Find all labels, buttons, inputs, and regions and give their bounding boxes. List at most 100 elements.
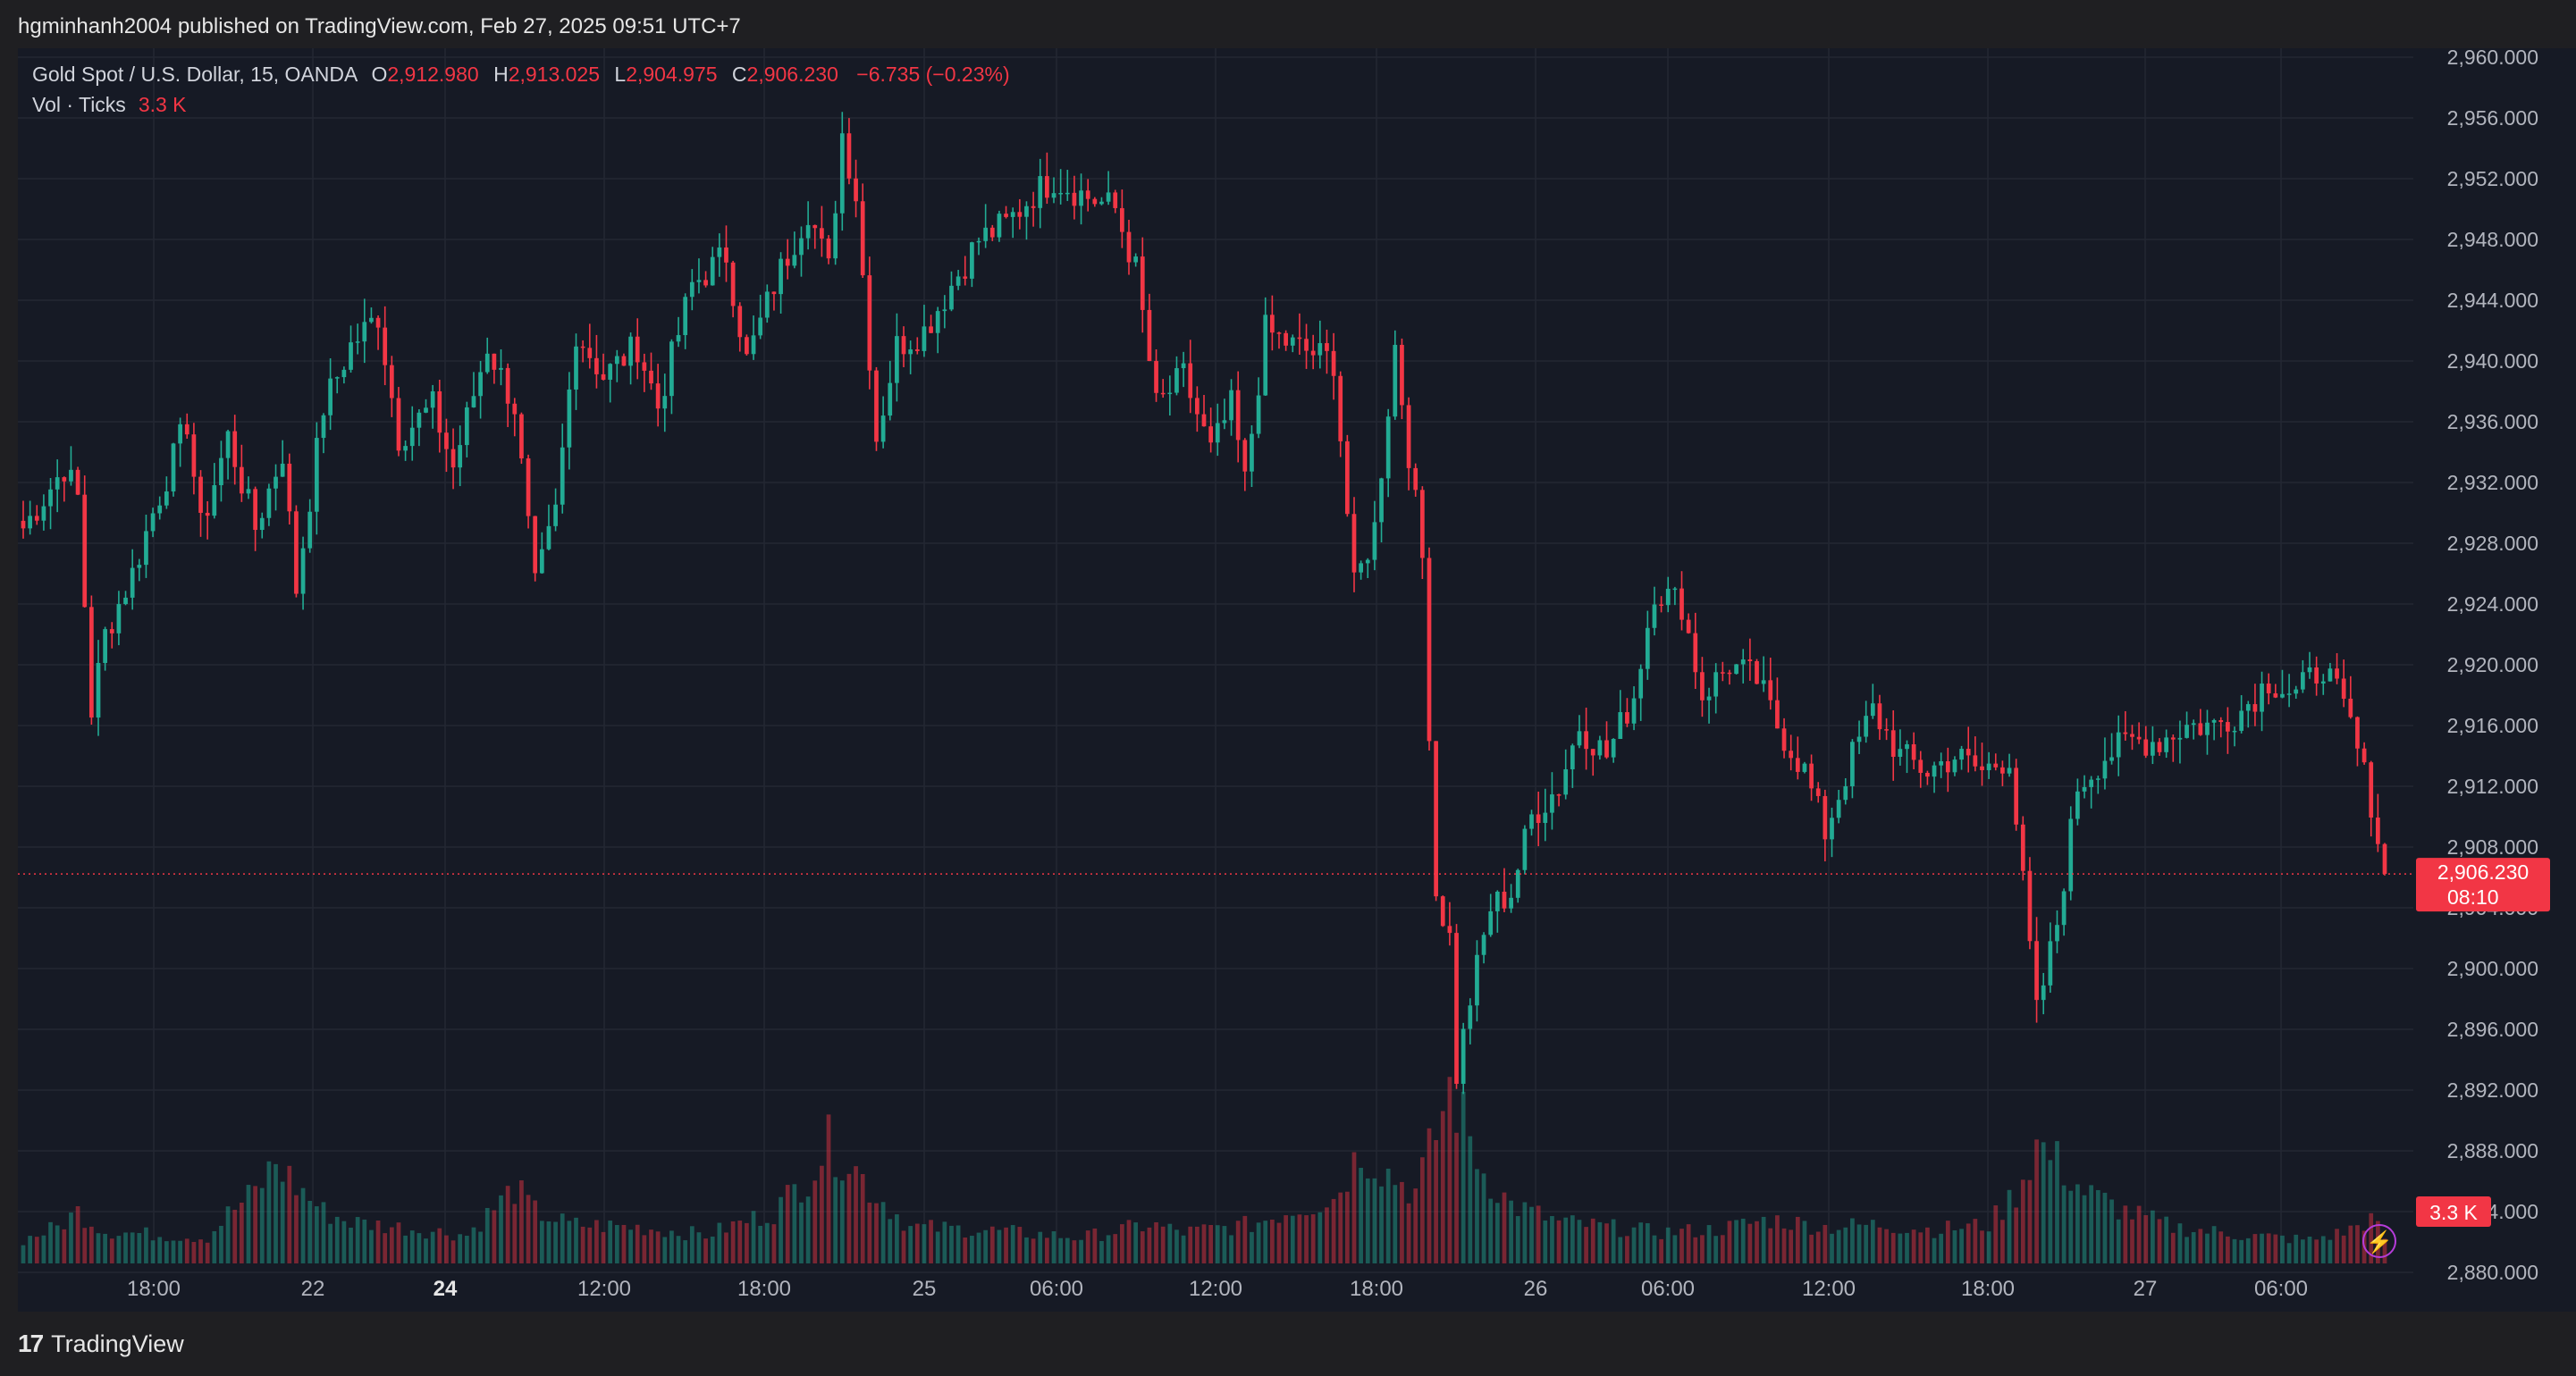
candle-body — [1870, 703, 1875, 717]
candle-body — [2143, 739, 2149, 756]
volume-bar — [1468, 1136, 1473, 1263]
volume-bar — [942, 1221, 947, 1263]
candle-body — [1413, 467, 1418, 491]
candle-body — [232, 431, 238, 467]
volume-bar — [1447, 1077, 1452, 1263]
candle-body — [464, 407, 469, 446]
price-tick-label: 2,940.000 — [2447, 349, 2538, 373]
volume-bar — [2136, 1205, 2142, 1263]
candle-body — [349, 342, 353, 370]
candle-body — [2328, 668, 2333, 682]
price-tick-label: 2,912.000 — [2447, 775, 2538, 798]
candle-body — [88, 607, 94, 718]
candle-body — [2280, 693, 2285, 698]
candle-body — [1147, 309, 1152, 362]
volume-label[interactable]: Vol · Ticks — [32, 93, 126, 116]
volume-bar — [1160, 1226, 1166, 1263]
volume-bar — [321, 1202, 326, 1263]
candle-body — [1843, 785, 1848, 801]
candle-body — [1802, 763, 1807, 772]
candle-body — [2048, 941, 2053, 986]
volume-bar — [608, 1221, 613, 1263]
candle-body — [1850, 742, 1855, 786]
volume-bar — [758, 1225, 763, 1263]
volume-bar — [1079, 1239, 1083, 1263]
volume-bar — [300, 1187, 306, 1263]
volume-bar — [96, 1233, 101, 1263]
volume-bar — [1310, 1214, 1316, 1263]
candle-body — [389, 365, 394, 399]
volume-bar — [901, 1230, 906, 1263]
volume-bar — [1536, 1205, 1541, 1263]
candle-body — [1024, 206, 1029, 217]
volume-bar — [519, 1180, 524, 1263]
volume-bar — [1604, 1223, 1609, 1263]
candle-body — [2075, 791, 2080, 819]
candle-body — [1434, 741, 1438, 897]
candle-body — [280, 463, 285, 477]
candle-body — [587, 348, 593, 358]
volume-bar — [389, 1227, 394, 1263]
price-chart[interactable]: 2,960.000 2,956.000 2,952.000 2,948.000 2,94… — [0, 48, 2576, 1312]
volume-bar — [1672, 1235, 1678, 1263]
volume-bar — [730, 1221, 736, 1263]
volume-bar — [1734, 1220, 1738, 1263]
volume-bar — [2014, 1207, 2019, 1263]
candle-body — [2218, 719, 2224, 723]
volume-bar — [109, 1238, 114, 1263]
volume-bar — [444, 1235, 449, 1263]
candle-body — [341, 369, 347, 378]
candle-body — [874, 370, 879, 442]
volume-bar — [2252, 1234, 2258, 1263]
symbol-title[interactable]: Gold Spot / U.S. Dollar, 15, OANDA — [32, 63, 358, 86]
candle-body — [1502, 891, 1507, 909]
candle-body — [2245, 704, 2251, 711]
volume-bar — [1618, 1237, 1623, 1263]
candle-body — [1993, 763, 1999, 768]
candle-body — [1665, 588, 1671, 606]
candle-body — [717, 247, 722, 257]
time-scale-background — [18, 1263, 2576, 1312]
volume-bar — [2068, 1190, 2074, 1263]
tradingview-logo[interactable]: 17 TradingView — [18, 1330, 184, 1358]
volume-bar — [1338, 1192, 1343, 1263]
volume-bar — [2123, 1205, 2128, 1263]
candle-body — [198, 476, 203, 513]
chart-area[interactable]: 2,960.000 2,956.000 2,952.000 2,948.000 2,94… — [0, 48, 2576, 1312]
volume-bar — [1263, 1221, 1268, 1263]
candle-body — [1693, 633, 1698, 673]
candle-body — [1890, 730, 1896, 758]
volume-bar — [1740, 1218, 1746, 1263]
volume-bar — [874, 1203, 879, 1263]
candle-body — [792, 255, 797, 266]
candle-body — [1905, 743, 1909, 750]
candle-body — [1911, 743, 1916, 760]
close-label: C — [731, 63, 747, 86]
volume-bar — [1986, 1231, 1991, 1263]
volume-bar — [396, 1222, 401, 1263]
candle-body — [1570, 745, 1575, 769]
volume-bar — [1194, 1226, 1200, 1263]
volume-bar — [833, 1177, 838, 1263]
candle-body — [458, 445, 463, 468]
candle-body — [1317, 343, 1323, 356]
candle-body — [1344, 440, 1350, 515]
volume-bar — [669, 1230, 674, 1263]
volume-bar — [492, 1210, 497, 1263]
candle-body — [526, 458, 531, 516]
lightning-icon[interactable]: ⚡ — [2362, 1224, 2396, 1258]
volume-bar — [1815, 1231, 1821, 1263]
volume-bar — [560, 1213, 565, 1263]
volume-bar — [1038, 1231, 1043, 1263]
candle-body — [1454, 933, 1459, 1084]
volume-bar — [1010, 1225, 1015, 1263]
volume-bar — [1781, 1228, 1787, 1263]
volume-bar — [2335, 1229, 2339, 1263]
volume-bar — [1031, 1238, 1036, 1263]
candle-body — [2130, 734, 2134, 737]
volume-tag — [2416, 1196, 2491, 1227]
price-tick-label: 2,880.000 — [2447, 1261, 2538, 1284]
volume-bar — [28, 1236, 33, 1263]
volume-bar — [2095, 1189, 2100, 1263]
volume-bar — [2102, 1192, 2108, 1263]
